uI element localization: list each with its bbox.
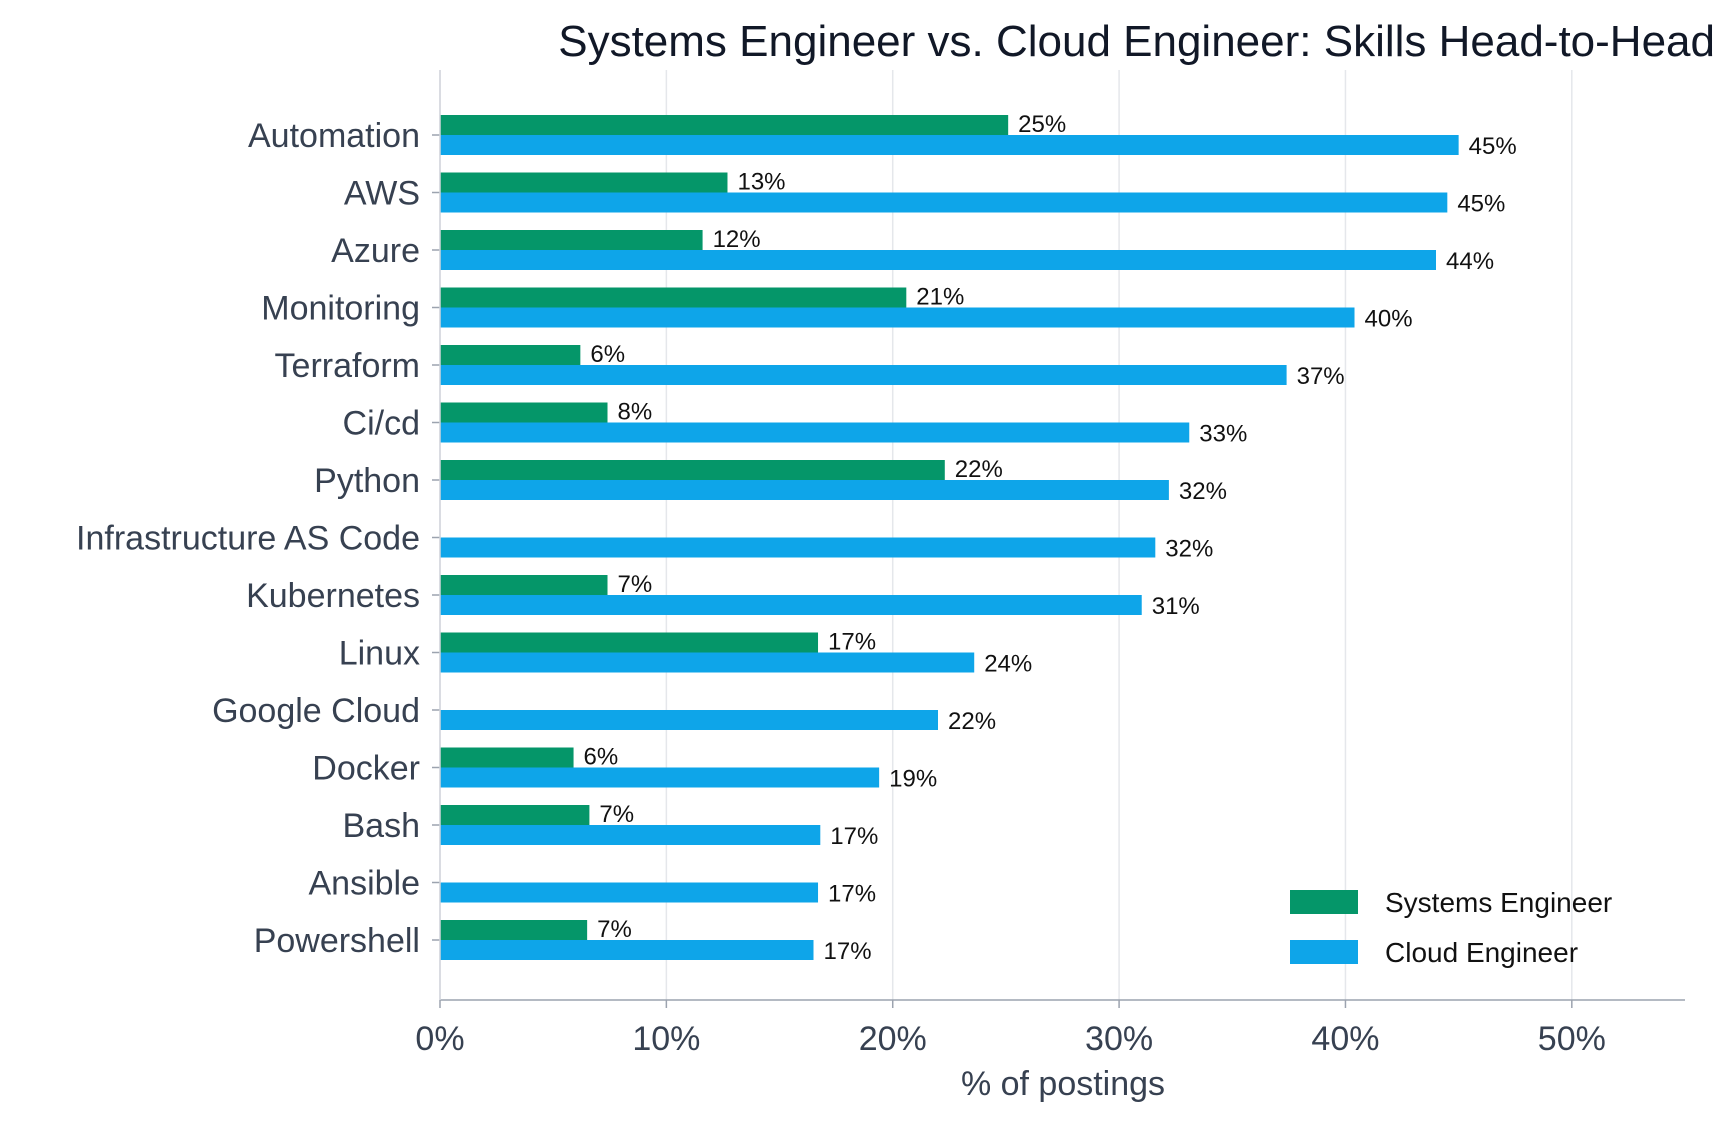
x-tick-label: 40% xyxy=(1311,1020,1379,1058)
x-axis-title: % of postings xyxy=(961,1065,1165,1103)
bar-systems-engineer xyxy=(440,460,945,480)
value-label-cloud-engineer: 32% xyxy=(1165,536,1213,563)
bar-systems-engineer xyxy=(440,172,728,193)
bar-cloud-engineer xyxy=(440,422,1190,443)
category-label: Powershell xyxy=(254,922,420,960)
bar-cloud-engineer xyxy=(440,595,1142,615)
bar-cloud-engineer xyxy=(440,940,814,960)
value-label-cloud-engineer: 33% xyxy=(1199,421,1247,448)
bar-cloud-engineer xyxy=(440,825,821,845)
category-label: Google Cloud xyxy=(212,692,420,730)
x-axis: 0% 10% 20% 30% 40% 50% xyxy=(415,70,1685,1058)
x-tick-label: 0% xyxy=(415,1020,464,1058)
bar-systems-engineer xyxy=(440,230,703,250)
legend-label: Systems Engineer xyxy=(1385,887,1612,918)
legend-swatch xyxy=(1290,890,1358,914)
x-tick-label: 30% xyxy=(1085,1020,1153,1058)
bar-cloud-engineer xyxy=(440,537,1156,558)
value-label-cloud-engineer: 19% xyxy=(889,766,937,793)
category-label: Automation xyxy=(248,117,420,155)
value-label-systems-engineer: 6% xyxy=(584,744,619,771)
chart-title: Systems Engineer vs. Cloud Engineer: Ski… xyxy=(558,17,1715,66)
legend-swatch xyxy=(1290,940,1358,964)
bar-cloud-engineer xyxy=(440,710,938,730)
bar-cloud-engineer xyxy=(440,480,1169,500)
bar-systems-engineer xyxy=(440,632,819,653)
value-label-systems-engineer: 13% xyxy=(737,169,785,196)
value-label-cloud-engineer: 45% xyxy=(1457,191,1505,218)
value-label-systems-engineer: 17% xyxy=(828,629,876,656)
category-label: Docker xyxy=(312,750,420,788)
value-label-systems-engineer: 7% xyxy=(597,916,632,943)
value-label-cloud-engineer: 31% xyxy=(1152,593,1200,620)
value-label-systems-engineer: 12% xyxy=(713,226,761,253)
category-label: Infrastructure AS Code xyxy=(76,520,420,558)
bar-cloud-engineer xyxy=(440,652,975,673)
category-label: Terraform xyxy=(275,347,420,385)
bar-systems-engineer xyxy=(440,402,608,423)
bar-cloud-engineer xyxy=(440,135,1459,155)
value-label-systems-engineer: 25% xyxy=(1018,111,1066,138)
value-label-systems-engineer: 6% xyxy=(590,341,625,368)
bar-cloud-engineer xyxy=(440,307,1355,328)
category-label: AWS xyxy=(344,175,420,213)
value-label-systems-engineer: 22% xyxy=(955,456,1003,483)
value-label-cloud-engineer: 40% xyxy=(1365,306,1413,333)
value-label-systems-engineer: 8% xyxy=(618,399,653,426)
value-label-cloud-engineer: 45% xyxy=(1469,133,1517,160)
legend: Systems Engineer Cloud Engineer xyxy=(1290,887,1612,968)
category-label: Monitoring xyxy=(261,290,420,328)
category-label: Python xyxy=(314,462,420,500)
category-label: Kubernetes xyxy=(246,577,420,615)
category-labels: Automation AWS Azure Monitoring Terraform Ci/… xyxy=(76,117,440,960)
bar-systems-engineer xyxy=(440,287,907,308)
value-label-systems-engineer: 7% xyxy=(618,571,653,598)
value-label-cloud-engineer: 24% xyxy=(984,651,1032,678)
x-tick-label: 50% xyxy=(1538,1020,1606,1058)
legend-label: Cloud Engineer xyxy=(1385,937,1578,968)
bar-systems-engineer xyxy=(440,575,608,595)
x-tick-label: 20% xyxy=(859,1020,927,1058)
value-label-systems-engineer: 21% xyxy=(916,284,964,311)
bar-cloud-engineer xyxy=(440,192,1448,213)
bar-systems-engineer xyxy=(440,345,581,365)
category-label: Bash xyxy=(343,807,421,845)
bar-systems-engineer xyxy=(440,920,588,940)
category-label: Linux xyxy=(339,635,420,673)
value-label-cloud-engineer: 22% xyxy=(948,708,996,735)
value-label-cloud-engineer: 37% xyxy=(1297,363,1345,390)
x-tick-label: 10% xyxy=(632,1020,700,1058)
bar-systems-engineer xyxy=(440,115,1009,135)
category-label: Ci/cd xyxy=(343,405,420,443)
bar-systems-engineer xyxy=(440,805,590,825)
value-label-systems-engineer: 7% xyxy=(599,801,634,828)
value-label-cloud-engineer: 17% xyxy=(828,881,876,908)
category-label: Ansible xyxy=(308,865,420,903)
value-label-cloud-engineer: 32% xyxy=(1179,478,1227,505)
value-label-cloud-engineer: 44% xyxy=(1446,248,1494,275)
category-label: Azure xyxy=(331,232,420,270)
bar-cloud-engineer xyxy=(440,365,1287,385)
bars xyxy=(440,115,1459,960)
bar-cloud-engineer xyxy=(440,767,880,788)
value-label-cloud-engineer: 17% xyxy=(830,823,878,850)
bar-systems-engineer xyxy=(440,747,574,768)
value-labels: 25% 45% 13% 45% 12% 44% 21% 40% 6% 37% 8% 33% 22% 32%… xyxy=(584,111,1517,965)
bar-cloud-engineer xyxy=(440,882,819,903)
value-label-cloud-engineer: 17% xyxy=(824,938,872,965)
bar-cloud-engineer xyxy=(440,250,1436,270)
